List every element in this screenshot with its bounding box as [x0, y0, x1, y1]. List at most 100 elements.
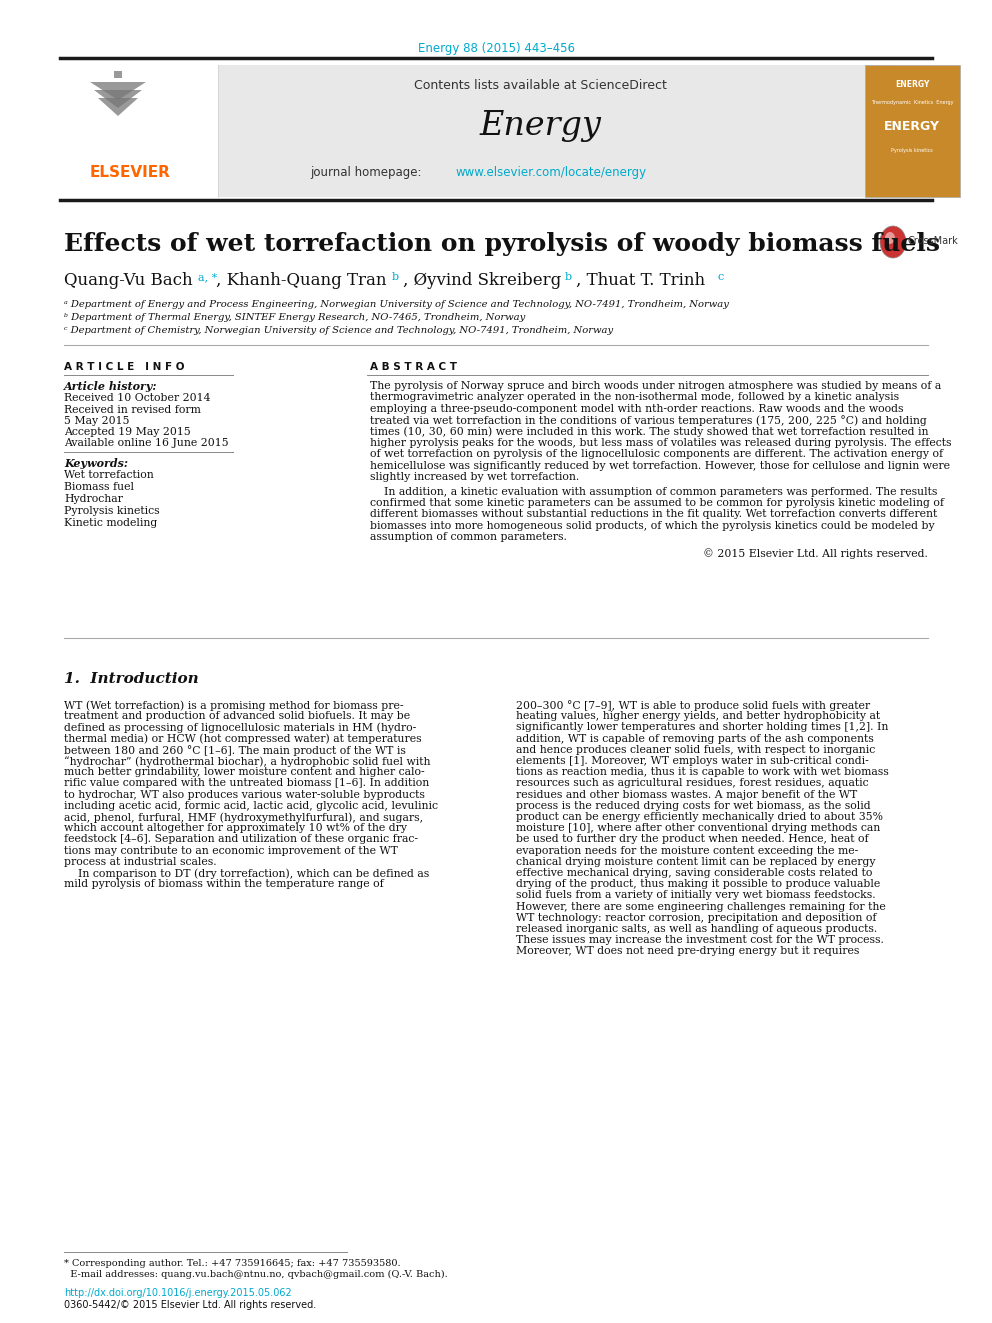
Polygon shape	[98, 98, 138, 116]
Text: tions as reaction media, thus it is capable to work with wet biomass: tions as reaction media, thus it is capa…	[516, 767, 889, 777]
Text: feedstock [4–6]. Separation and utilization of these organic frac-: feedstock [4–6]. Separation and utilizat…	[64, 835, 418, 844]
Text: Received 10 October 2014: Received 10 October 2014	[64, 393, 210, 404]
Text: These issues may increase the investment cost for the WT process.: These issues may increase the investment…	[516, 935, 884, 945]
Bar	[60, 65, 892, 197]
Text: product can be energy efficiently mechanically dried to about 35%: product can be energy efficiently mechan…	[516, 812, 883, 822]
Text: WT technology: reactor corrosion, precipitation and deposition of: WT technology: reactor corrosion, precip…	[516, 913, 877, 923]
Text: CrossMark: CrossMark	[908, 235, 958, 246]
Text: , Thuat T. Trinh: , Thuat T. Trinh	[576, 273, 710, 288]
Text: ENERGY: ENERGY	[895, 79, 930, 89]
Text: tions may contribute to an economic improvement of the WT: tions may contribute to an economic impr…	[64, 845, 398, 856]
Text: E-mail addresses: quang.vu.bach@ntnu.no, qvbach@gmail.com (Q.-V. Bach).: E-mail addresses: quang.vu.bach@ntnu.no,…	[64, 1270, 447, 1279]
Text: journal homepage:: journal homepage:	[310, 165, 426, 179]
Text: slightly increased by wet torrefaction.: slightly increased by wet torrefaction.	[370, 472, 579, 482]
Text: c: c	[718, 273, 724, 282]
Text: However, there are some engineering challenges remaining for the: However, there are some engineering chal…	[516, 901, 886, 912]
Text: resources such as agricultural residues, forest residues, aquatic: resources such as agricultural residues,…	[516, 778, 869, 789]
Text: acid, phenol, furfural, HMF (hydroxymethylfurfural), and sugars,: acid, phenol, furfural, HMF (hydroxymeth…	[64, 812, 424, 823]
Text: heating values, higher energy yields, and better hydrophobicity at: heating values, higher energy yields, an…	[516, 712, 880, 721]
Text: The pyrolysis of Norway spruce and birch woods under nitrogen atmosphere was stu: The pyrolysis of Norway spruce and birch…	[370, 381, 941, 392]
Text: ELSEVIER: ELSEVIER	[90, 165, 171, 180]
Text: Article history:: Article history:	[64, 381, 158, 392]
Text: In addition, a kinetic evaluation with assumption of common parameters was perfo: In addition, a kinetic evaluation with a…	[370, 487, 937, 496]
Text: Available online 16 June 2015: Available online 16 June 2015	[64, 438, 228, 448]
Text: elements [1]. Moreover, WT employs water in sub-critical condi-: elements [1]. Moreover, WT employs water…	[516, 755, 869, 766]
Text: Moreover, WT does not need pre-drying energy but it requires: Moreover, WT does not need pre-drying en…	[516, 946, 859, 957]
Text: released inorganic salts, as well as handling of aqueous products.: released inorganic salts, as well as han…	[516, 923, 877, 934]
Text: Wet torrefaction: Wet torrefaction	[64, 470, 154, 480]
Text: including acetic acid, formic acid, lactic acid, glycolic acid, levulinic: including acetic acid, formic acid, lact…	[64, 800, 438, 811]
Text: Accepted 19 May 2015: Accepted 19 May 2015	[64, 427, 190, 437]
Text: ᶜ Department of Chemistry, Norwegian University of Science and Technology, NO-74: ᶜ Department of Chemistry, Norwegian Uni…	[64, 325, 613, 335]
Text: assumption of common parameters.: assumption of common parameters.	[370, 532, 566, 542]
Text: solid fuels from a variety of initially very wet biomass feedstocks.: solid fuels from a variety of initially …	[516, 890, 876, 901]
Bar	[865, 65, 960, 197]
Text: , Khanh-Quang Tran: , Khanh-Quang Tran	[216, 273, 392, 288]
Text: rific value compared with the untreated biomass [1–6]. In addition: rific value compared with the untreated …	[64, 778, 430, 789]
Text: biomasses into more homogeneous solid products, of which the pyrolysis kinetics : biomasses into more homogeneous solid pr…	[370, 521, 934, 531]
Text: 200–300 °C [7–9], WT is able to produce solid fuels with greater: 200–300 °C [7–9], WT is able to produce …	[516, 700, 870, 710]
Bar	[114, 71, 122, 78]
Text: hemicellulose was significantly reduced by wet torrefaction. However, those for : hemicellulose was significantly reduced …	[370, 460, 950, 471]
Text: 0360-5442/© 2015 Elsevier Ltd. All rights reserved.: 0360-5442/© 2015 Elsevier Ltd. All right…	[64, 1301, 316, 1310]
Text: © 2015 Elsevier Ltd. All rights reserved.: © 2015 Elsevier Ltd. All rights reserved…	[703, 549, 928, 560]
Text: a, *: a, *	[198, 273, 217, 282]
Text: Pyrolysis kinetics: Pyrolysis kinetics	[64, 505, 160, 516]
Text: chanical drying moisture content limit can be replaced by energy: chanical drying moisture content limit c…	[516, 857, 876, 867]
Text: much better grindability, lower moisture content and higher calo-: much better grindability, lower moisture…	[64, 767, 425, 777]
Text: process is the reduced drying costs for wet biomass, as the solid: process is the reduced drying costs for …	[516, 800, 871, 811]
Text: Hydrochar: Hydrochar	[64, 493, 123, 504]
Polygon shape	[90, 82, 146, 101]
Text: thermal media) or HCW (hot compressed water) at temperatures: thermal media) or HCW (hot compressed wa…	[64, 733, 422, 744]
Text: residues and other biomass wastes. A major benefit of the WT: residues and other biomass wastes. A maj…	[516, 790, 857, 799]
Text: confirmed that some kinetic parameters can be assumed to be common for pyrolysis: confirmed that some kinetic parameters c…	[370, 497, 944, 508]
Text: Effects of wet torrefaction on pyrolysis of woody biomass fuels: Effects of wet torrefaction on pyrolysis…	[64, 232, 940, 255]
Polygon shape	[94, 90, 142, 108]
Text: Energy 88 (2015) 443–456: Energy 88 (2015) 443–456	[418, 42, 574, 56]
Text: Pyrolysis kinetics: Pyrolysis kinetics	[891, 148, 932, 153]
Text: mild pyrolysis of biomass within the temperature range of: mild pyrolysis of biomass within the tem…	[64, 880, 384, 889]
Text: Biomass fuel: Biomass fuel	[64, 482, 134, 492]
Text: addition, WT is capable of removing parts of the ash components: addition, WT is capable of removing part…	[516, 733, 874, 744]
Text: effective mechanical drying, saving considerable costs related to: effective mechanical drying, saving cons…	[516, 868, 872, 878]
Text: defined as processing of lignocellulosic materials in HM (hydro-: defined as processing of lignocellulosic…	[64, 722, 417, 733]
Text: A B S T R A C T: A B S T R A C T	[370, 363, 457, 372]
Text: of wet torrefaction on pyrolysis of the lignocellulosic components are different: of wet torrefaction on pyrolysis of the …	[370, 450, 943, 459]
Text: and hence produces cleaner solid fuels, with respect to inorganic: and hence produces cleaner solid fuels, …	[516, 745, 875, 755]
Text: 5 May 2015: 5 May 2015	[64, 415, 130, 426]
Text: which account altogether for approximately 10 wt% of the dry: which account altogether for approximate…	[64, 823, 407, 833]
Text: drying of the product, thus making it possible to produce valuable: drying of the product, thus making it po…	[516, 880, 880, 889]
Text: treated via wet torrefaction in the conditions of various temperatures (175, 200: treated via wet torrefaction in the cond…	[370, 415, 927, 426]
Text: different biomasses without substantial reductions in the fit quality. Wet torre: different biomasses without substantial …	[370, 509, 937, 520]
Text: “hydrochar” (hydrothermal biochar), a hydrophobic solid fuel with: “hydrochar” (hydrothermal biochar), a hy…	[64, 755, 431, 767]
Text: Keywords:: Keywords:	[64, 458, 128, 468]
Text: times (10, 30, 60 min) were included in this work. The study showed that wet tor: times (10, 30, 60 min) were included in …	[370, 426, 929, 437]
Text: ENERGY: ENERGY	[884, 120, 940, 134]
Ellipse shape	[880, 226, 906, 258]
Text: between 180 and 260 °C [1–6]. The main product of the WT is: between 180 and 260 °C [1–6]. The main p…	[64, 745, 406, 755]
Text: , Øyvind Skreiberg: , Øyvind Skreiberg	[403, 273, 566, 288]
Text: WT (Wet torrefaction) is a promising method for biomass pre-: WT (Wet torrefaction) is a promising met…	[64, 700, 404, 710]
Text: In comparison to DT (dry torrefaction), which can be defined as: In comparison to DT (dry torrefaction), …	[64, 868, 430, 878]
Text: Contents lists available at ScienceDirect: Contents lists available at ScienceDirec…	[414, 79, 667, 93]
Text: ᵇ Department of Thermal Energy, SINTEF Energy Research, NO-7465, Trondheim, Norw: ᵇ Department of Thermal Energy, SINTEF E…	[64, 314, 525, 321]
Text: Thermodynamic  Kinetics  Energy: Thermodynamic Kinetics Energy	[871, 101, 953, 105]
Text: Quang-Vu Bach: Quang-Vu Bach	[64, 273, 197, 288]
Text: A R T I C L E   I N F O: A R T I C L E I N F O	[64, 363, 185, 372]
Text: moisture [10], where after other conventional drying methods can: moisture [10], where after other convent…	[516, 823, 880, 833]
Text: Received in revised form: Received in revised form	[64, 405, 200, 415]
Text: b: b	[565, 273, 572, 282]
Text: to hydrochar, WT also produces various water-soluble byproducts: to hydrochar, WT also produces various w…	[64, 790, 425, 799]
Text: Kinetic modeling: Kinetic modeling	[64, 519, 158, 528]
Text: b: b	[392, 273, 399, 282]
Text: thermogravimetric analyzer operated in the non-isothermal mode, followed by a ki: thermogravimetric analyzer operated in t…	[370, 393, 899, 402]
Text: significantly lower temperatures and shorter holding times [1,2]. In: significantly lower temperatures and sho…	[516, 722, 889, 733]
Ellipse shape	[885, 232, 895, 243]
Text: process at industrial scales.: process at industrial scales.	[64, 857, 216, 867]
Text: higher pyrolysis peaks for the woods, but less mass of volatiles was released du: higher pyrolysis peaks for the woods, bu…	[370, 438, 951, 448]
Text: treatment and production of advanced solid biofuels. It may be: treatment and production of advanced sol…	[64, 712, 410, 721]
Text: www.elsevier.com/locate/energy: www.elsevier.com/locate/energy	[455, 165, 646, 179]
Text: * Corresponding author. Tel.: +47 735916645; fax: +47 735593580.: * Corresponding author. Tel.: +47 735916…	[64, 1259, 401, 1267]
Text: employing a three-pseudo-component model with nth-order reactions. Raw woods and: employing a three-pseudo-component model…	[370, 404, 904, 414]
Text: ᵃ Department of Energy and Process Engineering, Norwegian University of Science : ᵃ Department of Energy and Process Engin…	[64, 300, 729, 310]
